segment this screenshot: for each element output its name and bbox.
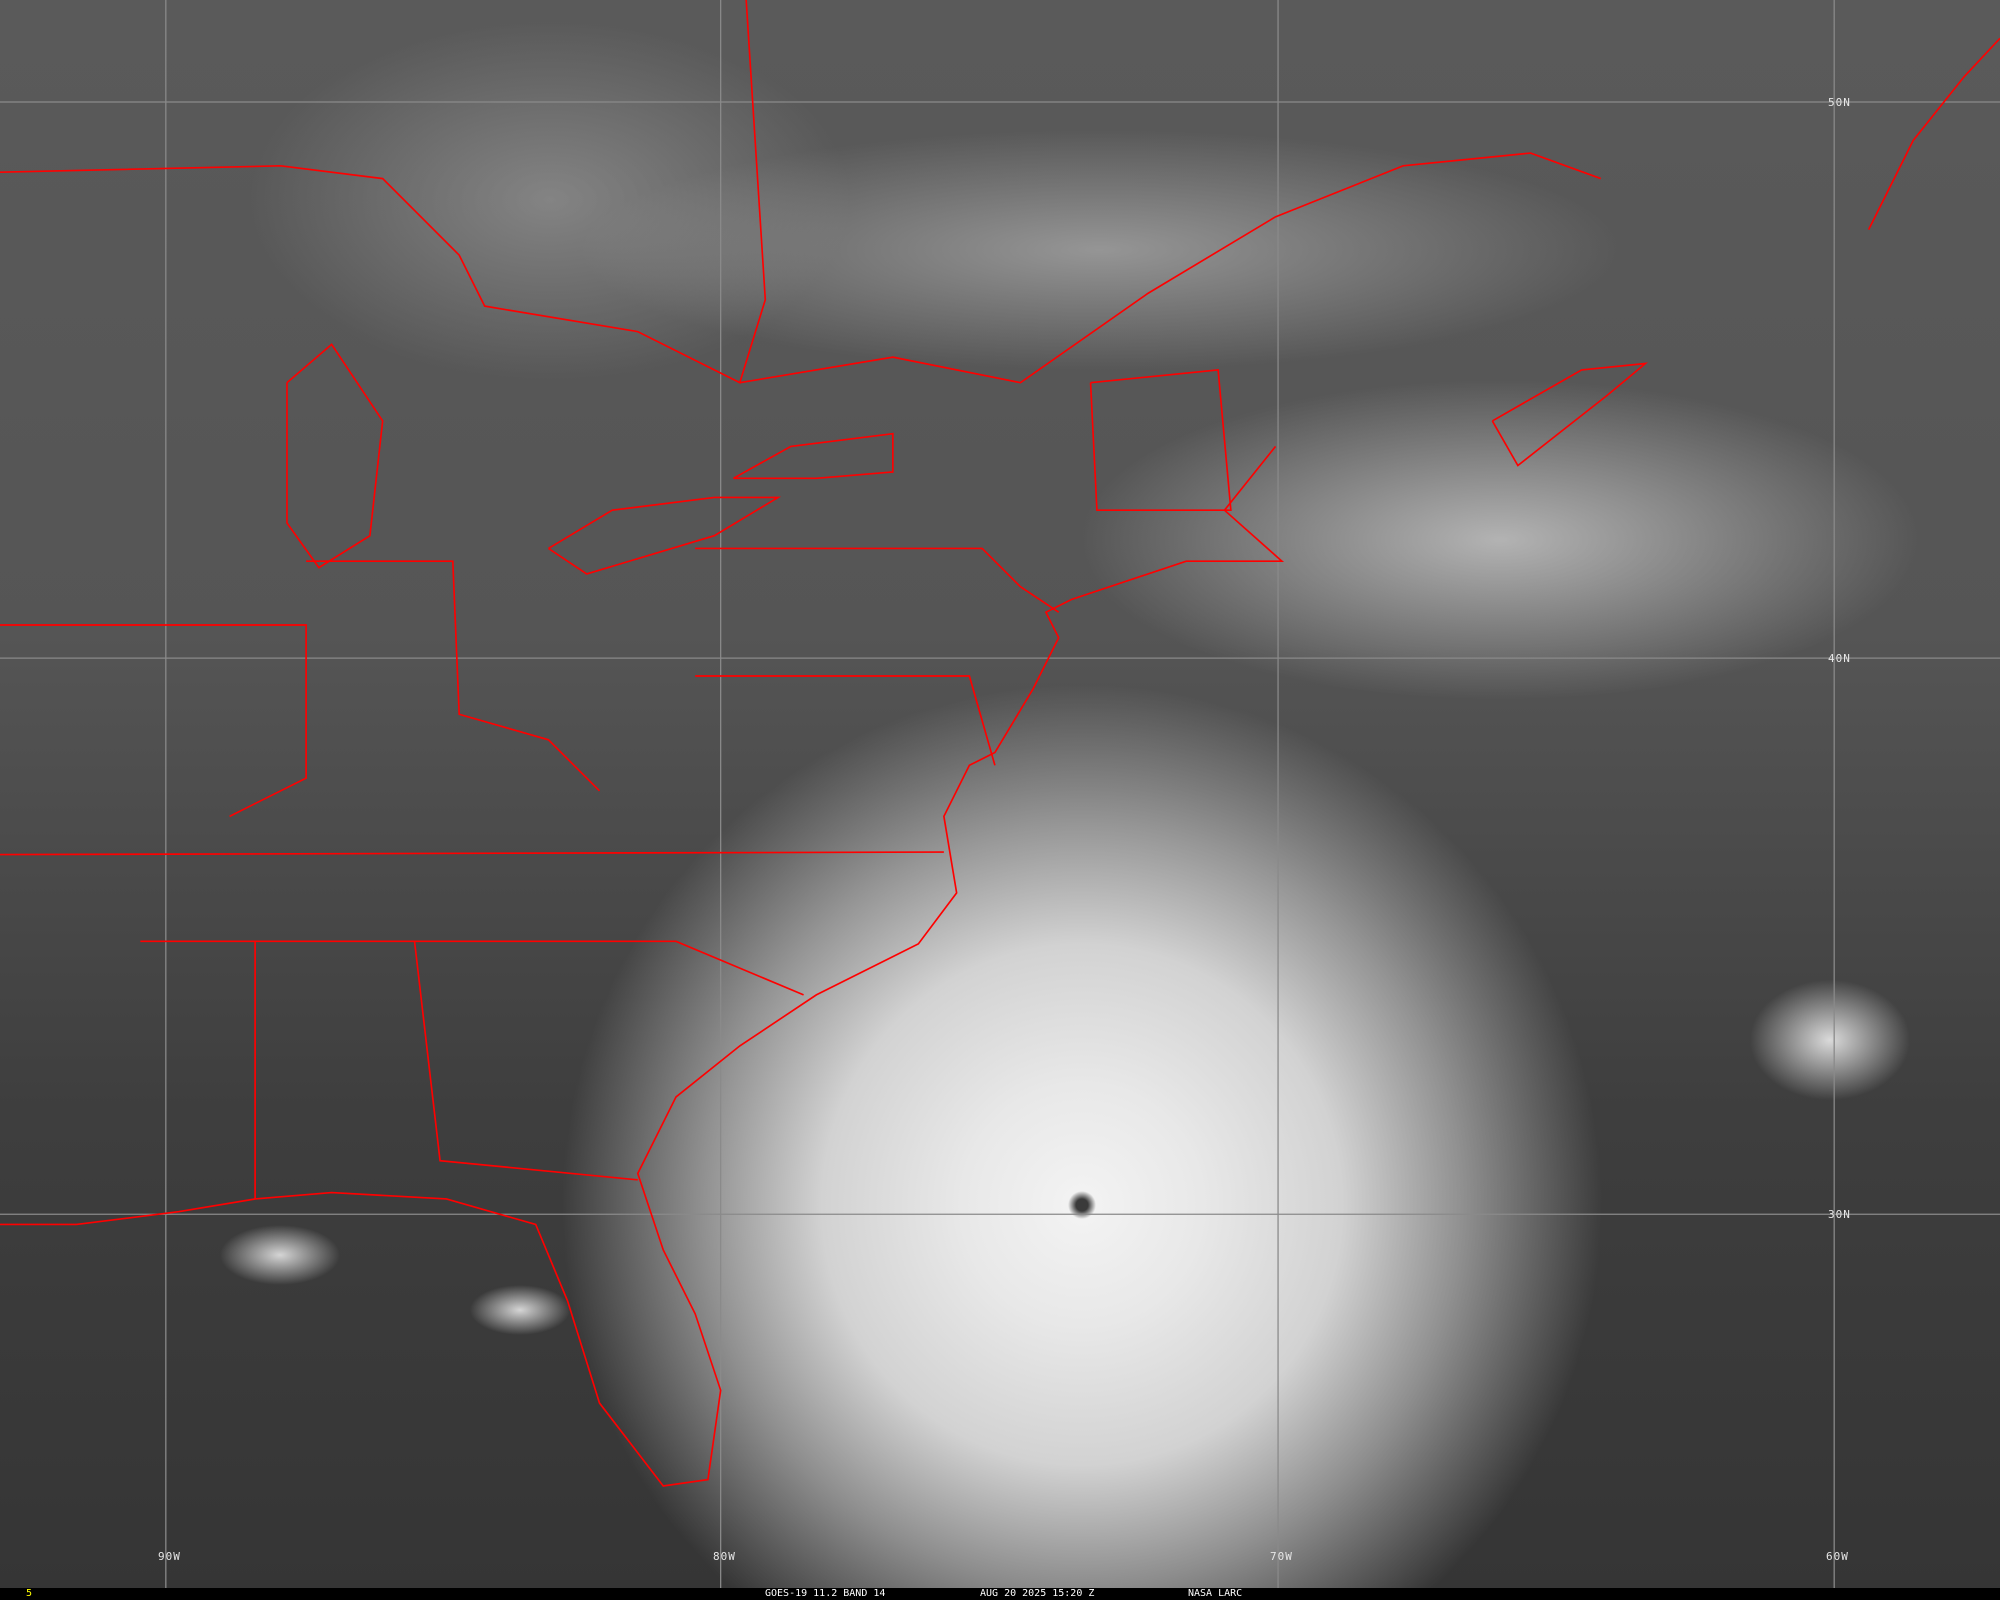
- lon-label-80w: 80W: [713, 1550, 736, 1563]
- caption-bar: 5 GOES-19 11.2 BAND 14 AUG 20 2025 15:20…: [0, 1588, 2000, 1600]
- frame-number: 5: [26, 1588, 33, 1599]
- timestamp: AUG 20 2025 15:20 Z: [980, 1588, 1095, 1599]
- state-line-ne: [1089, 368, 1232, 512]
- newfoundland: [1867, 37, 2000, 230]
- lon-label-60w: 60W: [1826, 1550, 1849, 1563]
- st-lawrence: [739, 152, 1602, 384]
- state-line-in: [0, 624, 307, 818]
- lat-label-30n: 30N: [1828, 1208, 1851, 1221]
- political-borders: [0, 0, 2000, 1487]
- lon-label-70w: 70W: [1270, 1550, 1293, 1563]
- state-line-tn-ga: [140, 940, 804, 996]
- state-line-va-nc: [0, 851, 944, 856]
- canada-border: [0, 0, 767, 384]
- source: NASA LARC: [1188, 1588, 1243, 1599]
- lake-ontario: [733, 432, 894, 480]
- state-line-pa-ny: [695, 547, 1060, 613]
- lake-michigan: [286, 343, 384, 569]
- state-line-md: [695, 675, 996, 766]
- lat-label-40n: 40N: [1828, 652, 1851, 665]
- lon-label-90w: 90W: [158, 1550, 181, 1563]
- east-coastline: [0, 445, 1285, 1487]
- state-line-al-ga: [413, 941, 638, 1181]
- state-line-oh: [306, 560, 601, 792]
- lake-erie: [548, 496, 782, 575]
- nova-scotia: [1491, 362, 1649, 467]
- lat-label-50n: 50N: [1828, 96, 1851, 109]
- satellite-band: GOES-19 11.2 BAND 14: [765, 1588, 886, 1599]
